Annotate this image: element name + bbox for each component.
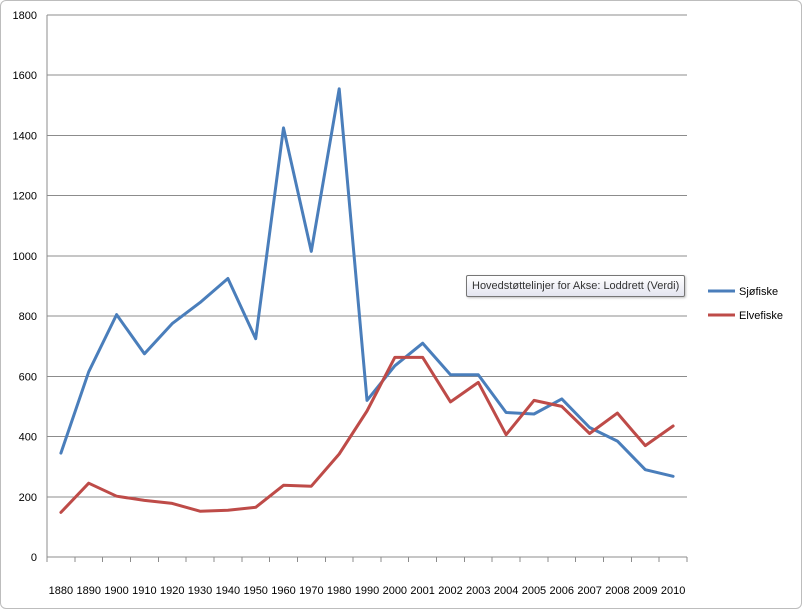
x-tick-label: 1950 — [243, 585, 267, 597]
x-tick-label: 1880 — [49, 585, 73, 597]
y-tick-label: 800 — [19, 311, 37, 323]
x-tick-label: 2002 — [438, 585, 462, 597]
x-tick-label: 2000 — [383, 585, 407, 597]
x-tick-label: 2010 — [661, 585, 685, 597]
series-line-0 — [59, 87, 675, 478]
y-tick-label: 1400 — [13, 130, 37, 142]
y-tick-label: 400 — [19, 432, 37, 444]
gridline-tooltip: Hovedstøttelinjer for Akse: Loddrett (Ve… — [466, 275, 686, 297]
x-tick-label: 1970 — [299, 585, 323, 597]
legend-label: Sjøfiske — [739, 286, 778, 298]
y-axis: 0 200 400 600 800 1000 1200 1400 1600 1800 — [13, 10, 48, 564]
y-tick-label: 600 — [19, 371, 37, 383]
gridlines — [47, 14, 687, 498]
x-tick-label: 2009 — [633, 585, 657, 597]
x-tick-label: 1910 — [132, 585, 156, 597]
x-tick-label: 1920 — [160, 585, 184, 597]
x-tick-label: 2006 — [550, 585, 574, 597]
x-tick-label: 1900 — [104, 585, 128, 597]
y-tick-label: 1000 — [13, 251, 37, 263]
x-tick-label: 2007 — [577, 585, 601, 597]
y-tick-label: 0 — [31, 552, 37, 564]
x-tick-label: 2004 — [494, 585, 518, 597]
y-tick-label: 200 — [19, 492, 37, 504]
legend: Sjøfiske Elvefiske — [708, 286, 783, 322]
x-tick-label: 1890 — [76, 585, 100, 597]
y-tick-label: 1200 — [13, 191, 37, 203]
x-tick-label: 1930 — [188, 585, 212, 597]
series-lines — [59, 87, 675, 514]
x-tick-label: 1990 — [355, 585, 379, 597]
legend-label: Elvefiske — [739, 310, 783, 322]
x-tick-label: 2001 — [410, 585, 434, 597]
series-line-1 — [59, 355, 675, 514]
x-tick-label: 1960 — [271, 585, 295, 597]
x-tick-label: 2008 — [605, 585, 629, 597]
x-tick-label: 2005 — [522, 585, 546, 597]
x-tick-label: 1980 — [327, 585, 351, 597]
x-tick-label: 2003 — [466, 585, 490, 597]
y-tick-label: 1800 — [13, 10, 37, 22]
x-axis: 1880 1890 1900 1910 1920 1930 1940 1950 1960 1970… — [46, 556, 688, 597]
y-tick-label: 1600 — [13, 70, 37, 82]
x-tick-label: 1940 — [216, 585, 240, 597]
